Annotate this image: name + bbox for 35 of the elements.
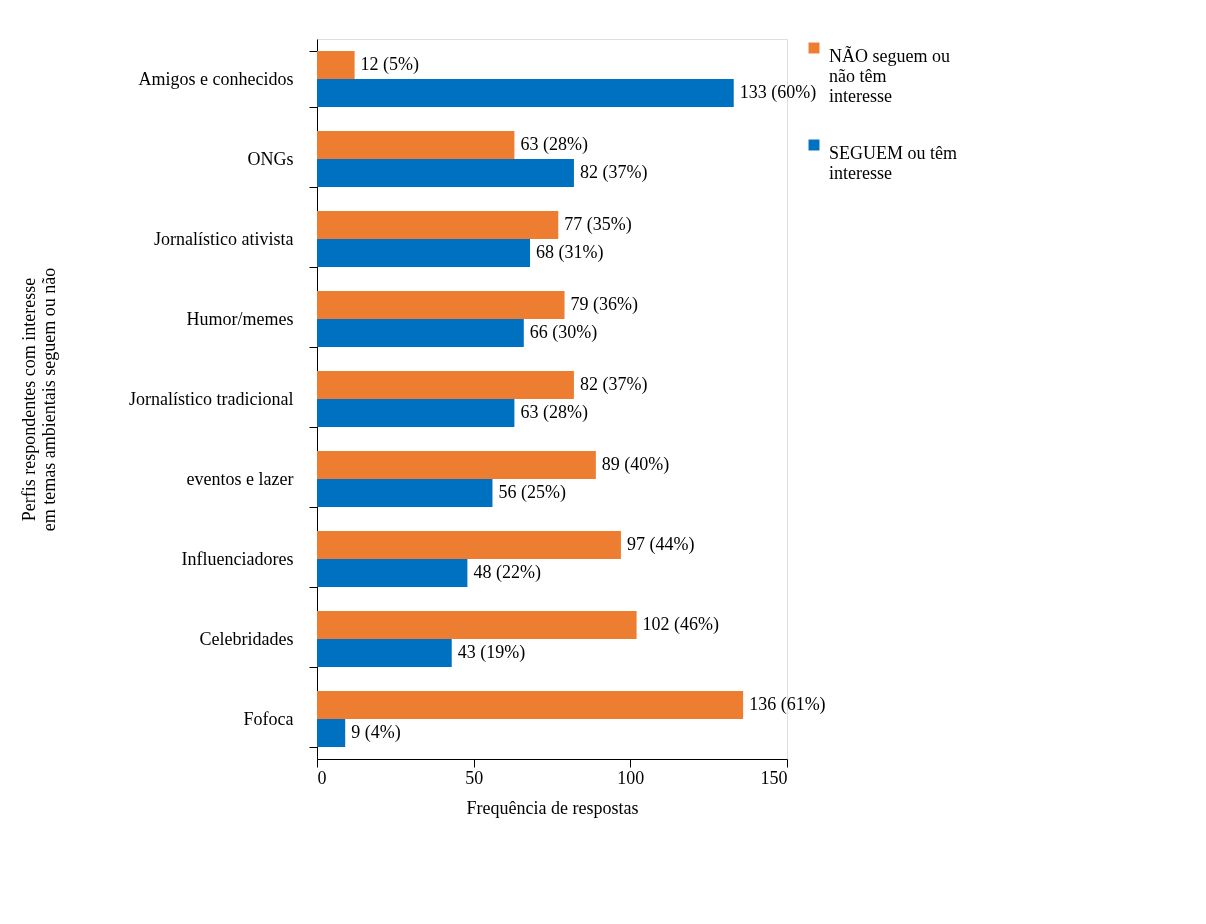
y-tick-label: eventos e lazer: [186, 468, 294, 489]
y-tick-label: Amigos e conhecidos: [138, 68, 294, 89]
y-tick-label: Jornalístico ativista: [154, 228, 294, 249]
data-label: 77 (35%): [564, 214, 632, 235]
x-tick-label: 0: [317, 767, 327, 788]
data-label: 82 (37%): [579, 162, 648, 183]
data-label: 43 (19%): [457, 642, 526, 663]
data-label: 56 (25%): [498, 482, 566, 503]
data-label: 9 (4%): [351, 722, 401, 743]
data-label: 82 (37%): [579, 374, 648, 395]
x-tick-label: 150: [760, 767, 788, 788]
data-label: 102 (46%): [642, 614, 720, 635]
data-label: 66 (30%): [529, 322, 598, 343]
data-label: 79 (36%): [570, 294, 639, 315]
y-tick-label: Humor/memes: [186, 308, 294, 329]
y-tick-label: ONGs: [247, 148, 294, 169]
y-tick-label: Jornalístico tradicional: [129, 388, 294, 409]
data-label: 97 (44%): [626, 534, 695, 555]
data-label: 68 (31%): [536, 242, 604, 263]
y-tick-label: Fofoca: [243, 708, 294, 729]
data-label: 63 (28%): [520, 134, 588, 155]
data-label: 89 (40%): [601, 454, 670, 475]
y-axis-title: Perfis respondentes com interesse em temas ambientais seguem ou não: [19, 267, 60, 532]
data-label: 133 (60%): [739, 82, 817, 103]
legend-label: NÃO seguem ou não têm interesse: [829, 45, 950, 106]
x-axis-title: Frequência de respostas: [466, 797, 639, 818]
y-tick-label: Influenciadores: [181, 548, 294, 569]
legend-label: SEGUEM ou têm interesse: [829, 143, 957, 183]
data-label: 48 (22%): [473, 562, 541, 583]
x-tick-label: 50: [465, 767, 484, 788]
data-label: 136 (61%): [749, 694, 826, 715]
data-label: 12 (5%): [360, 54, 420, 75]
y-tick-label: Celebridades: [199, 628, 294, 649]
x-tick-label: 100: [617, 767, 645, 788]
data-label: 63 (28%): [520, 402, 588, 423]
